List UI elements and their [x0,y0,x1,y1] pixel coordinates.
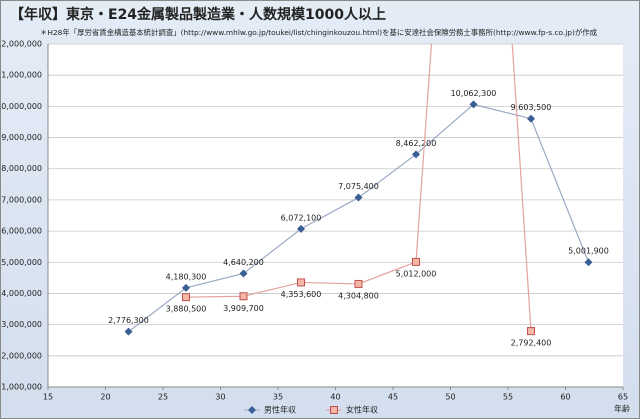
point [239,292,248,301]
series [124,100,593,336]
chart-title: 【年収】東京・E24金属製品製造業・人数規模1000人以上 [10,6,386,23]
x-tick-label: 35 [273,393,283,402]
point [182,293,190,302]
x-tick-label: 15 [43,393,53,402]
x-tick-label: 40 [330,393,340,402]
y-tick-label: 11,000,000 [0,71,42,80]
y-tick-label: 1,000,000 [1,383,42,392]
point [354,279,363,288]
x-tick-label: 30 [215,393,225,402]
y-tick-label: 8,000,000 [1,164,42,173]
y-tick-label: 10,000,000 [0,102,42,111]
y-tick-label: 12,000,000 [0,40,42,49]
y-tick-label: 7,000,000 [1,195,42,204]
x-tick-label: 55 [503,393,513,402]
y-tick-label: 6,000,000 [1,227,42,236]
point [354,193,363,202]
y-tick-label: 4,000,000 [1,289,42,298]
point [412,257,420,266]
point [469,100,478,109]
data-label: 10,062,300 [451,89,497,98]
x-tick-label: 65 [618,393,628,402]
legend-marker [248,406,256,414]
data-label: 7,075,400 [338,182,379,191]
x-tick-label: 60 [560,393,570,402]
data-label: 5,001,900 [568,247,609,256]
point [584,258,593,267]
chart-subtitle: ＊H28年「厚労省賃金構造基本統計調査」(http://www.mhlw.go.… [40,28,598,37]
legend-label: 女性年収 [346,405,378,415]
x-tick-label: 20 [100,393,110,402]
y-tick-label: 2,000,000 [1,351,42,360]
x-axis-label: 年齢 [614,404,630,414]
data-label: 6,072,100 [281,213,322,222]
point [297,224,305,233]
series [182,44,535,336]
y-tick-label: 5,000,000 [1,258,42,267]
data-label: 4,640,200 [223,258,264,267]
point [527,327,535,336]
data-label: 3,909,700 [223,304,264,313]
point [239,269,248,278]
legend-label: 男性年収 [264,405,296,415]
data-label: 4,304,800 [338,291,379,300]
point [124,327,133,336]
data-label: 2,776,300 [108,316,149,325]
data-label: 8,462,200 [396,139,437,148]
data-label: 3,880,500 [166,305,207,314]
x-tick-label: 50 [445,393,455,402]
y-tick-label: 9,000,000 [1,133,42,142]
point [527,114,535,123]
x-tick-label: 25 [158,393,168,402]
data-label: 9,603,500 [511,103,552,112]
point [412,150,420,159]
data-label: 4,180,300 [166,272,207,281]
plot-area [48,44,623,387]
point [297,278,305,287]
legend-marker [330,406,338,414]
data-label: 4,353,600 [281,290,322,299]
x-tick-label: 45 [388,393,398,402]
data-label: 2,792,400 [511,339,552,348]
data-label: 5,012,000 [396,269,437,278]
point [182,283,190,292]
y-tick-label: 3,000,000 [1,320,42,329]
